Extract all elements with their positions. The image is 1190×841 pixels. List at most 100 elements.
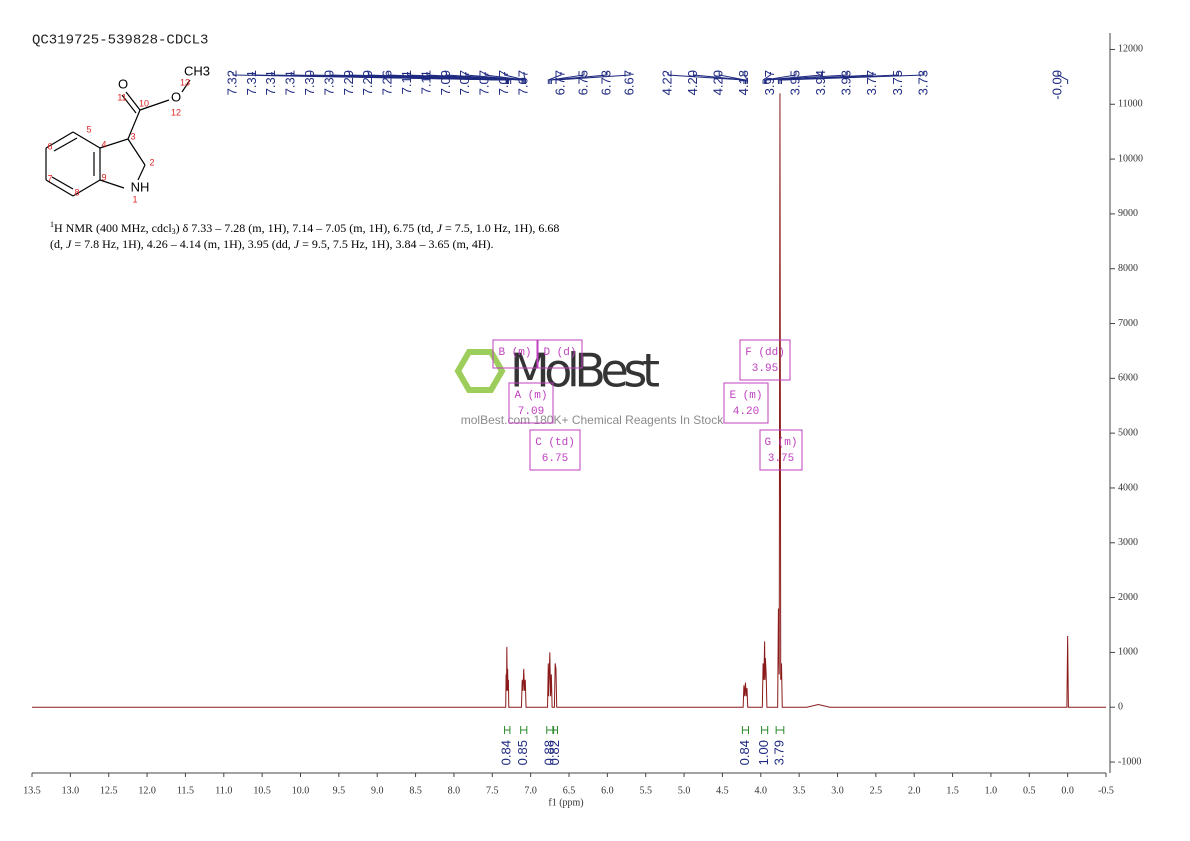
x-tick-label: 11.0 (215, 785, 232, 796)
watermark-logo-icon (454, 349, 506, 393)
description-segment: J (294, 237, 300, 251)
x-tick-label: 7.0 (524, 785, 537, 796)
watermark: MolBest molBest.com 180K+ Chemical Reagen… (454, 344, 724, 427)
peak-label: 7.07 (515, 70, 530, 95)
multiplet-box (508, 382, 554, 424)
multiplet-shift: 3.75 (768, 453, 794, 465)
peak-label: 3.77 (864, 70, 879, 95)
peak-label: 7.29 (341, 70, 356, 95)
x-tick-label: 13.0 (62, 785, 80, 796)
peak-label: 7.31 (283, 70, 298, 95)
peak-label: 4.20 (711, 70, 726, 95)
multiplet-box (739, 339, 791, 381)
atom-number: 10 (139, 98, 149, 108)
watermark-tagline: molBest.com 180K+ Chemical Reagents In S… (461, 413, 724, 427)
x-tick-label: 13.5 (23, 785, 41, 796)
spectrum-line (32, 93, 1106, 708)
peak-label: 7.26 (380, 70, 395, 95)
atom-number: 11 (117, 92, 126, 102)
multiplet-shift: 7.09 (518, 406, 544, 418)
multiplet-label: E (m) (729, 390, 762, 402)
peak-connector (718, 72, 746, 84)
multiplet-label: B (m) (498, 347, 531, 359)
peak-label: 3.97 (762, 70, 777, 95)
peak-connector (1057, 72, 1069, 84)
x-tick-label: 9.5 (333, 785, 346, 796)
peak-label: 7.07 (496, 70, 511, 95)
x-tick-label: 3.5 (793, 785, 806, 796)
y-tick-label: 8000 (1118, 263, 1138, 274)
multiplet-label: C (td) (535, 437, 575, 449)
atom-number: 7 (47, 173, 52, 183)
y-tick-label: 0 (1118, 702, 1123, 713)
peak-connector (780, 72, 925, 84)
integral-label: 0.82 (547, 740, 562, 765)
x-tick-label: 11.5 (177, 785, 194, 796)
integral-bracket (741, 726, 750, 734)
element-label: O (118, 76, 128, 91)
peak-connector (764, 72, 823, 84)
description-segment: J (437, 221, 443, 235)
peak-connector (426, 72, 523, 84)
description-segment: H NMR (400 MHz, cdcl (54, 221, 172, 235)
element-label: CH3 (184, 63, 210, 78)
x-tick-label: 1.0 (985, 785, 998, 796)
x-tick-label: 1.5 (946, 785, 959, 796)
x-tick-label: 9.0 (371, 785, 384, 796)
peak-label: 7.30 (302, 70, 317, 95)
description-segment: (d, (50, 237, 66, 251)
integral-bracket (761, 726, 769, 734)
atom-number: 9 (101, 172, 106, 182)
peak-label: 6.67 (621, 70, 636, 95)
description-segment: J (66, 237, 72, 251)
x-tick-label: 4.5 (716, 785, 729, 796)
peak-label: 6.73 (598, 70, 613, 95)
integral-label: 0.88 (541, 740, 556, 765)
peak-connector (762, 72, 771, 84)
x-tick-label: 7.5 (486, 785, 499, 796)
peak-label: 7.29 (360, 70, 375, 95)
x-tick-label: 8.5 (409, 785, 422, 796)
y-tick-label: 12000 (1118, 44, 1143, 55)
integral-label: 0.84 (499, 740, 514, 765)
x-tick-label: 6.5 (563, 785, 576, 796)
peak-label: 7.11 (399, 70, 414, 94)
peak-connector (744, 72, 748, 84)
description-segment: = 7.5, 1.0 Hz, 1H), 6.68 (442, 221, 559, 235)
multiplet-box (759, 429, 803, 471)
chart-title: QC319725-539828-CDCL3 (32, 33, 208, 49)
multiplet-label: F (dd) (745, 347, 785, 359)
element-label: O (171, 89, 181, 104)
atom-number: 3 (130, 131, 135, 141)
peak-connector (387, 72, 512, 84)
description-segment: = 9.5, 7.5 Hz, 1H), 3.84 – 3.65 (m, 4H). (299, 237, 493, 251)
x-axis-label: f1 (ppm) (548, 797, 583, 808)
y-tick-label: 2000 (1118, 592, 1138, 603)
peak-label: 7.07 (477, 70, 492, 95)
y-tick-label: 11000 (1118, 99, 1143, 110)
integral-bracket (504, 726, 511, 734)
y-tick-label: 5000 (1118, 427, 1138, 438)
peak-label: 6.75 (575, 70, 590, 95)
peak-label: 4.22 (659, 70, 674, 95)
multiplet-shift: 3.95 (752, 363, 778, 375)
y-tick-label: 9000 (1118, 208, 1138, 219)
multiplet-shift: 6.75 (542, 453, 568, 465)
peak-connector (555, 72, 631, 84)
x-tick-label: 6.0 (601, 785, 614, 796)
peak-label: 7.07 (457, 70, 472, 95)
element-label: NH (131, 179, 150, 194)
atom-number: 13 (180, 77, 190, 87)
multiplet-label: G (m) (764, 437, 797, 449)
multiplet-box (492, 339, 538, 369)
description-segment: 1 (50, 220, 54, 229)
y-tick-label: 7000 (1118, 318, 1138, 329)
x-tick-label: 3.0 (831, 785, 844, 796)
peak-label: 7.31 (244, 70, 259, 95)
multiplet-box (723, 382, 769, 424)
x-tick-label: 4.0 (755, 785, 768, 796)
x-tick-label: 10.0 (292, 785, 310, 796)
x-tick-label: 12.5 (100, 785, 118, 796)
peak-label: 3.94 (813, 70, 828, 95)
